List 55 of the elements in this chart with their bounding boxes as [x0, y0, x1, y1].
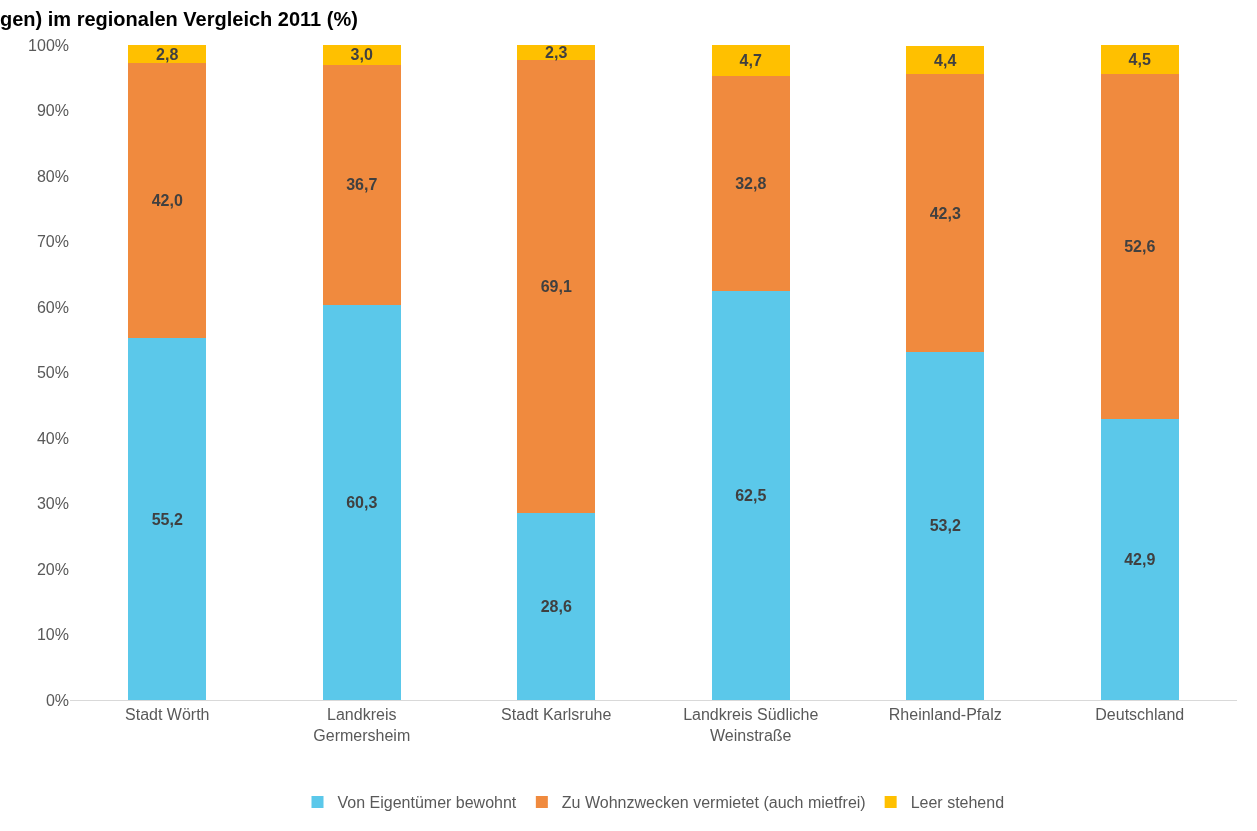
data-label: 60,3: [346, 494, 378, 512]
data-label: 32,8: [735, 174, 767, 192]
x-tick-label: Landkreis Südliche Weinstraße: [683, 706, 819, 744]
legend-label: Leer stehend: [910, 794, 1005, 812]
bar: [1100, 74, 1179, 420]
y-tick-label: 60%: [36, 298, 69, 316]
bar: [711, 75, 790, 291]
data-label: 28,6: [540, 597, 572, 615]
data-label: 53,2: [929, 517, 961, 535]
bar: [322, 305, 401, 700]
data-label: 36,7: [346, 176, 378, 194]
data-label: 52,6: [1124, 238, 1156, 256]
y-tick-label: 10%: [36, 626, 69, 644]
y-tick-label: 100%: [28, 36, 69, 54]
data-label: 55,2: [151, 510, 183, 528]
data-label: 69,1: [540, 277, 572, 295]
data-label: 62,5: [735, 486, 767, 504]
data-label: 4,5: [1128, 51, 1151, 69]
bar: [128, 338, 207, 700]
bar: [128, 63, 207, 339]
bar: [711, 45, 790, 76]
y-tick-label: 30%: [36, 495, 69, 513]
x-tick-label: Landkreis Germersheim: [313, 706, 411, 744]
x-tick-label: Stadt Karlsruhe: [501, 706, 612, 724]
x-tick-label: Rheinland-Pfalz: [888, 706, 1002, 724]
legend-label: Zu Wohnzwecken vermietet (auch mietfrei): [561, 794, 866, 812]
data-label: 42,3: [929, 204, 961, 222]
y-tick-label: 50%: [36, 364, 69, 382]
bar: [322, 64, 401, 306]
bar: [322, 45, 401, 65]
data-label: 2,8: [156, 45, 179, 63]
y-tick-label: 90%: [36, 102, 69, 120]
y-tick-label: 20%: [36, 560, 69, 578]
bar: [1100, 45, 1179, 75]
bar: [906, 351, 985, 700]
chart-title: gen) im regionalen Vergleich 2011 (%): [0, 8, 358, 31]
bar: [906, 74, 985, 352]
bar: [1100, 419, 1179, 700]
y-tick-label: 0%: [45, 691, 69, 709]
bar: [517, 60, 596, 513]
data-label: 4,4: [934, 51, 957, 69]
data-label: 42,0: [151, 192, 183, 210]
y-tick-label: 70%: [36, 233, 69, 251]
data-label: 4,7: [739, 51, 762, 69]
y-tick-label: 80%: [36, 167, 69, 185]
data-label: 3,0: [350, 46, 373, 64]
x-tick-label: Deutschland: [1095, 706, 1185, 724]
y-tick-label: 40%: [36, 429, 69, 447]
x-tick-label: Stadt Wörth: [125, 706, 210, 724]
data-label: 42,9: [1124, 551, 1156, 569]
bar: [517, 512, 596, 700]
data-label: 2,3: [545, 44, 568, 62]
legend-label: Von Eigentümer bewohnt: [337, 794, 517, 812]
bar: [906, 45, 985, 75]
bar: [711, 290, 790, 700]
